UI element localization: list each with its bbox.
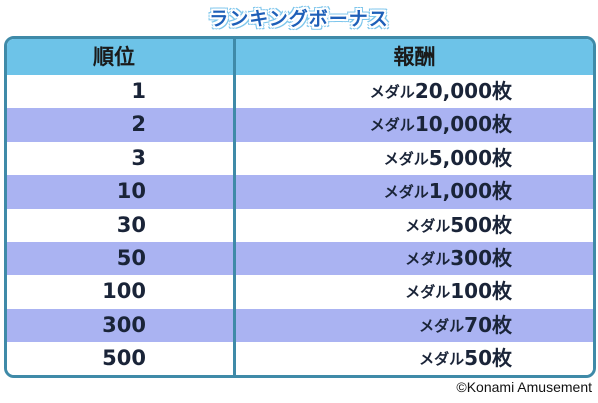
reward-prefix: メダル [419, 316, 465, 335]
reward-amount: 70枚 [464, 312, 512, 337]
rank-column-header: 順位 [93, 45, 135, 69]
table-row: 3 メダル5,000枚 [7, 141, 593, 176]
table-row: 2 メダル10,000枚 [7, 108, 593, 142]
reward-amount: 50枚 [464, 346, 512, 371]
reward-prefix: メダル [383, 149, 429, 168]
reward-amount: 5,000枚 [428, 145, 512, 170]
table-row: 50 メダル300枚 [7, 241, 593, 276]
reward-amount: 10,000枚 [414, 112, 512, 137]
reward-amount: 100枚 [450, 279, 512, 304]
reward-prefix: メダル [419, 350, 465, 369]
table-header: 順位 報酬 [7, 39, 593, 75]
reward-cell: メダル500枚 [236, 209, 512, 242]
reward-amount: 500枚 [450, 212, 512, 237]
table-row: 1 メダル20,000枚 [7, 75, 593, 109]
table-body: 1 メダル20,000枚 2 メダル10,000枚 3 メダル5,000枚 10… [7, 75, 593, 375]
reward-amount: 20,000枚 [414, 79, 512, 103]
rank-cell: 3 [131, 145, 146, 170]
reward-prefix: メダル [405, 249, 451, 268]
reward-cell: メダル20,000枚 [236, 75, 512, 108]
rank-cell: 300 [102, 312, 146, 337]
table-row: 500 メダル50枚 [7, 342, 593, 375]
rank-cell: 1 [131, 79, 146, 103]
rank-cell: 100 [102, 279, 146, 304]
reward-cell: メダル300枚 [236, 242, 512, 275]
table-row: 100 メダル100枚 [7, 275, 593, 309]
ranking-bonus-table: 順位 報酬 1 メダル20,000枚 2 メダル10,000枚 3 メダル5,0… [4, 36, 596, 378]
rank-cell: 10 [116, 179, 146, 204]
reward-prefix: メダル [405, 216, 451, 235]
reward-cell: メダル10,000枚 [236, 108, 512, 141]
copyright-notice: ©Konami Amusement [456, 379, 592, 395]
table-row: 300 メダル70枚 [7, 308, 593, 343]
rank-cell: 50 [116, 245, 146, 270]
reward-prefix: メダル [369, 83, 415, 101]
rank-cell: 500 [102, 346, 146, 371]
reward-column-header: 報酬 [393, 45, 436, 69]
reward-cell: メダル70枚 [236, 309, 512, 342]
reward-prefix: メダル [405, 283, 451, 302]
reward-amount: 300枚 [450, 245, 512, 270]
reward-prefix: メダル [383, 183, 429, 202]
reward-cell: メダル1,000枚 [236, 175, 512, 208]
page-title: ランキングボーナス [209, 8, 389, 30]
reward-cell: メダル100枚 [236, 275, 512, 308]
table-row: 30 メダル500枚 [7, 208, 593, 242]
table-row: 10 メダル1,000枚 [7, 175, 593, 209]
reward-amount: 1,000枚 [428, 179, 512, 204]
rank-cell: 30 [116, 212, 146, 237]
column-divider [233, 39, 236, 375]
reward-cell: メダル5,000枚 [236, 142, 512, 175]
rank-cell: 2 [131, 112, 146, 137]
reward-prefix: メダル [369, 116, 415, 135]
reward-cell: メダル50枚 [236, 342, 512, 375]
